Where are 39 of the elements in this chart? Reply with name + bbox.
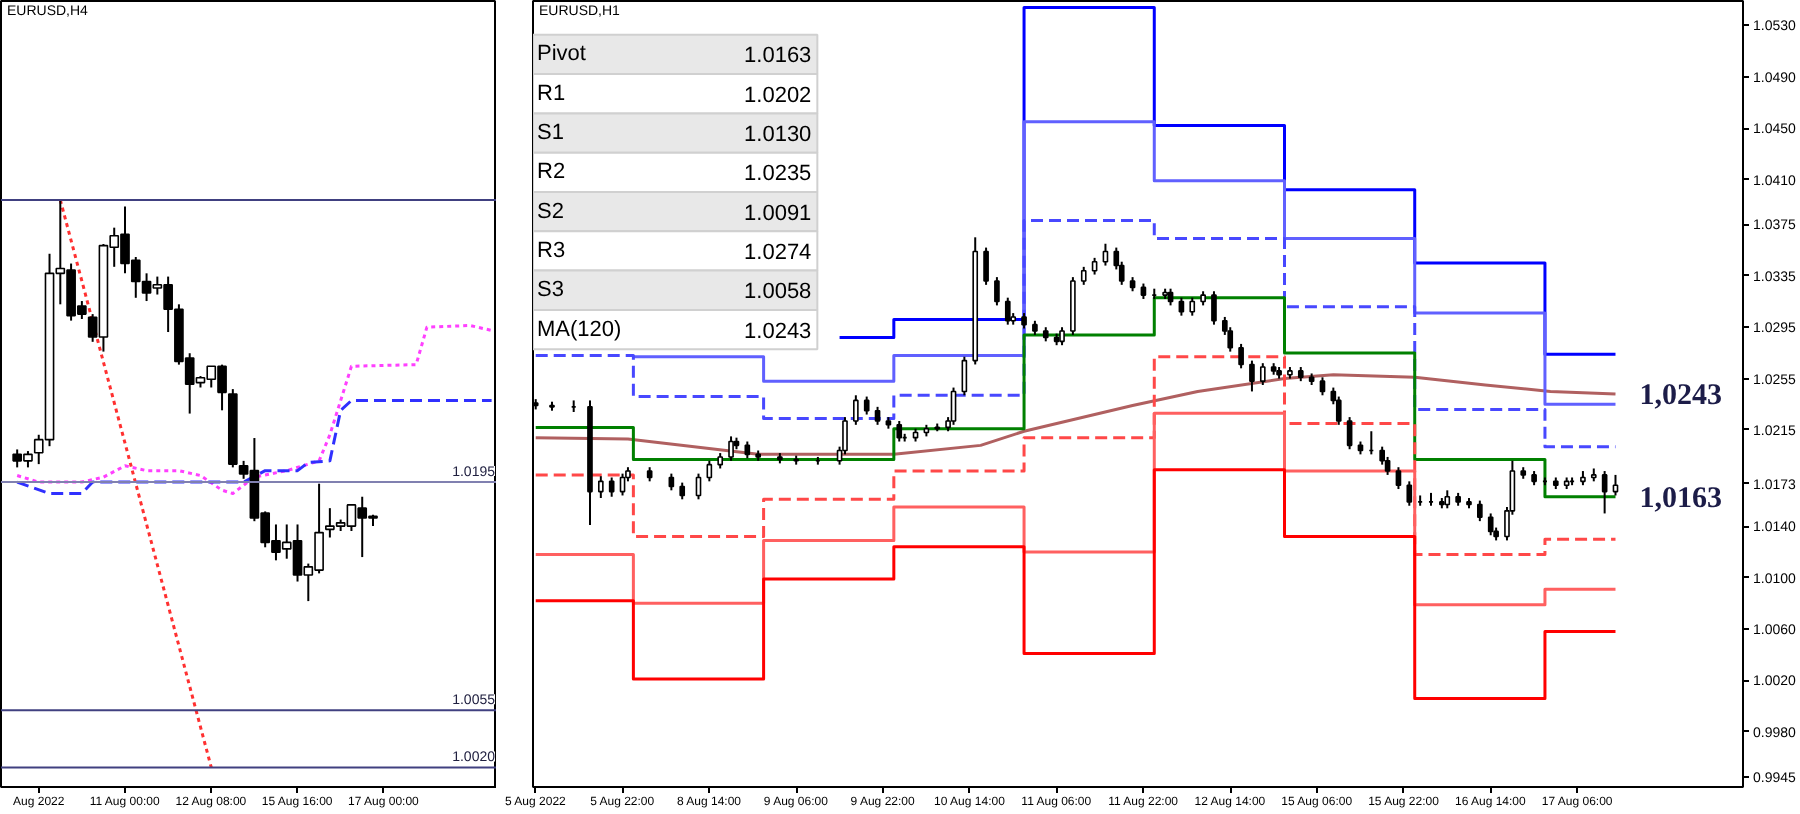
annotation: 1.0274 — [744, 240, 812, 265]
annotation: R1 — [537, 81, 566, 106]
annotation: Pivot — [537, 42, 586, 67]
candlestick — [994, 276, 1000, 307]
annotation: 1.0163 — [744, 44, 812, 69]
candlestick — [597, 475, 604, 500]
candlestick — [1335, 395, 1342, 426]
candlestick — [1346, 416, 1353, 451]
candlestick — [853, 394, 859, 426]
candlestick — [1004, 296, 1011, 326]
annotation: 1.0091 — [744, 201, 812, 226]
candlestick — [983, 246, 989, 286]
line-series — [534, 373, 1617, 456]
candlestick — [728, 435, 734, 462]
annotation: S3 — [537, 278, 564, 303]
candlestick — [1406, 480, 1413, 507]
annotation: R2 — [537, 160, 566, 185]
candlestick — [1238, 342, 1244, 370]
candlestick — [1211, 290, 1217, 326]
annotation: MA(120) — [537, 317, 622, 342]
annotation: 1.0202 — [744, 83, 812, 108]
candlestick — [1259, 362, 1266, 387]
candlestick — [896, 419, 903, 443]
candlestick — [1612, 473, 1619, 497]
annotation: R3 — [537, 238, 566, 263]
annotation: S2 — [537, 199, 564, 224]
annotation: 1.0235 — [744, 162, 812, 187]
annotation: 1.0243 — [744, 319, 812, 344]
candlestick — [1487, 512, 1494, 537]
candlestick — [1395, 466, 1402, 491]
annotation: 1.0058 — [744, 280, 812, 305]
annotation: S1 — [537, 121, 564, 146]
candlestick — [1102, 242, 1109, 267]
candlestick — [608, 476, 615, 498]
series-label: 1,0163 — [1639, 482, 1722, 515]
annotation: 1.0130 — [744, 123, 812, 148]
series-label: 1,0243 — [1639, 380, 1722, 412]
candlestick — [1249, 359, 1255, 393]
candlestick — [1477, 499, 1483, 523]
